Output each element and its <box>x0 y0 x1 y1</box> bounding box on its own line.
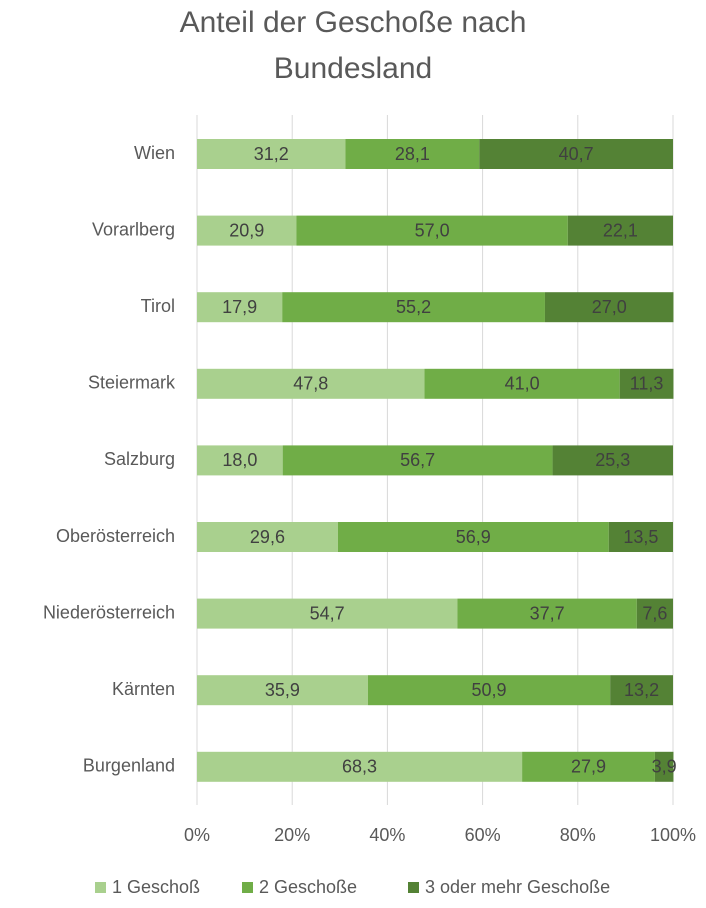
y-tick-label: Wien <box>134 143 175 163</box>
legend-swatch <box>242 882 253 893</box>
x-tick-label: 0% <box>184 825 210 845</box>
x-tick-label: 40% <box>369 825 405 845</box>
bar-segment <box>282 292 545 323</box>
data-label: 13,5 <box>623 527 658 547</box>
bar-segment <box>457 598 637 629</box>
legend-label: 3 oder mehr Geschoße <box>425 877 610 897</box>
data-label: 35,9 <box>265 680 300 700</box>
y-tick-label: Burgenland <box>83 756 175 776</box>
data-label: 27,9 <box>571 757 606 777</box>
y-tick-label: Vorarlberg <box>92 219 175 239</box>
x-tick-label: 60% <box>465 825 501 845</box>
bar-segment <box>479 139 673 169</box>
bar-segment <box>197 675 368 706</box>
bar-segment <box>345 139 480 169</box>
bar-segment <box>296 215 568 246</box>
legend-swatch <box>95 882 106 893</box>
data-label: 25,3 <box>595 450 630 470</box>
bar-segment <box>197 522 338 552</box>
y-tick-label: Niederösterreich <box>43 602 175 622</box>
bar-segment <box>197 215 297 246</box>
data-label: 31,2 <box>254 144 289 164</box>
legend-label: 2 Geschoße <box>259 877 357 897</box>
y-tick-label: Salzburg <box>104 449 175 469</box>
data-label: 68,3 <box>342 757 377 777</box>
data-label: 55,2 <box>396 297 431 317</box>
bar-segment <box>608 522 673 552</box>
x-tick-label: 80% <box>560 825 596 845</box>
data-label: 56,7 <box>400 450 435 470</box>
data-label: 41,0 <box>505 374 540 394</box>
data-label: 54,7 <box>310 603 345 623</box>
data-label: 57,0 <box>415 220 450 240</box>
legend-label: 1 Geschoß <box>112 877 200 897</box>
data-label: 3,9 <box>652 757 677 777</box>
y-tick-label: Steiermark <box>88 373 176 393</box>
data-label: 17,9 <box>222 297 257 317</box>
bar-segment <box>636 598 673 629</box>
bar-segment <box>197 751 523 782</box>
bar-segment <box>367 675 611 706</box>
data-label: 18,0 <box>222 450 257 470</box>
bar-segment <box>424 368 620 399</box>
bar-segment <box>337 522 609 552</box>
x-tick-label: 100% <box>650 825 696 845</box>
y-tick-label: Kärnten <box>112 679 175 699</box>
bar-segment <box>654 751 674 782</box>
data-label: 22,1 <box>603 220 638 240</box>
data-label: 50,9 <box>472 680 507 700</box>
bar-segment <box>197 445 283 476</box>
chart-title: Anteil der Geschoße nach Bundesland <box>179 6 527 85</box>
bar-segment <box>282 445 553 476</box>
y-tick-label: Tirol <box>141 296 175 316</box>
bar-segment <box>522 751 655 782</box>
data-label: 20,9 <box>229 220 264 240</box>
data-label: 7,6 <box>642 603 667 623</box>
bar-segment <box>197 292 283 323</box>
data-label: 37,7 <box>530 603 565 623</box>
bar-segment <box>552 445 673 476</box>
bar-segment <box>544 292 674 323</box>
y-tick-label: Oberösterreich <box>56 526 175 546</box>
bar-segment <box>619 368 674 399</box>
bar-segment <box>610 675 673 706</box>
legend-swatch <box>408 882 419 893</box>
data-label: 56,9 <box>456 527 491 547</box>
data-label: 27,0 <box>592 297 627 317</box>
bar-segment <box>567 215 673 246</box>
data-label: 28,1 <box>395 144 430 164</box>
data-label: 47,8 <box>293 374 328 394</box>
data-label: 40,7 <box>559 144 594 164</box>
data-label: 29,6 <box>250 527 285 547</box>
bar-segment <box>197 139 346 169</box>
bar-segment <box>197 598 458 629</box>
x-tick-label: 20% <box>274 825 310 845</box>
bar-segment <box>197 368 425 399</box>
data-label: 13,2 <box>624 680 659 700</box>
data-label: 11,3 <box>630 374 664 394</box>
